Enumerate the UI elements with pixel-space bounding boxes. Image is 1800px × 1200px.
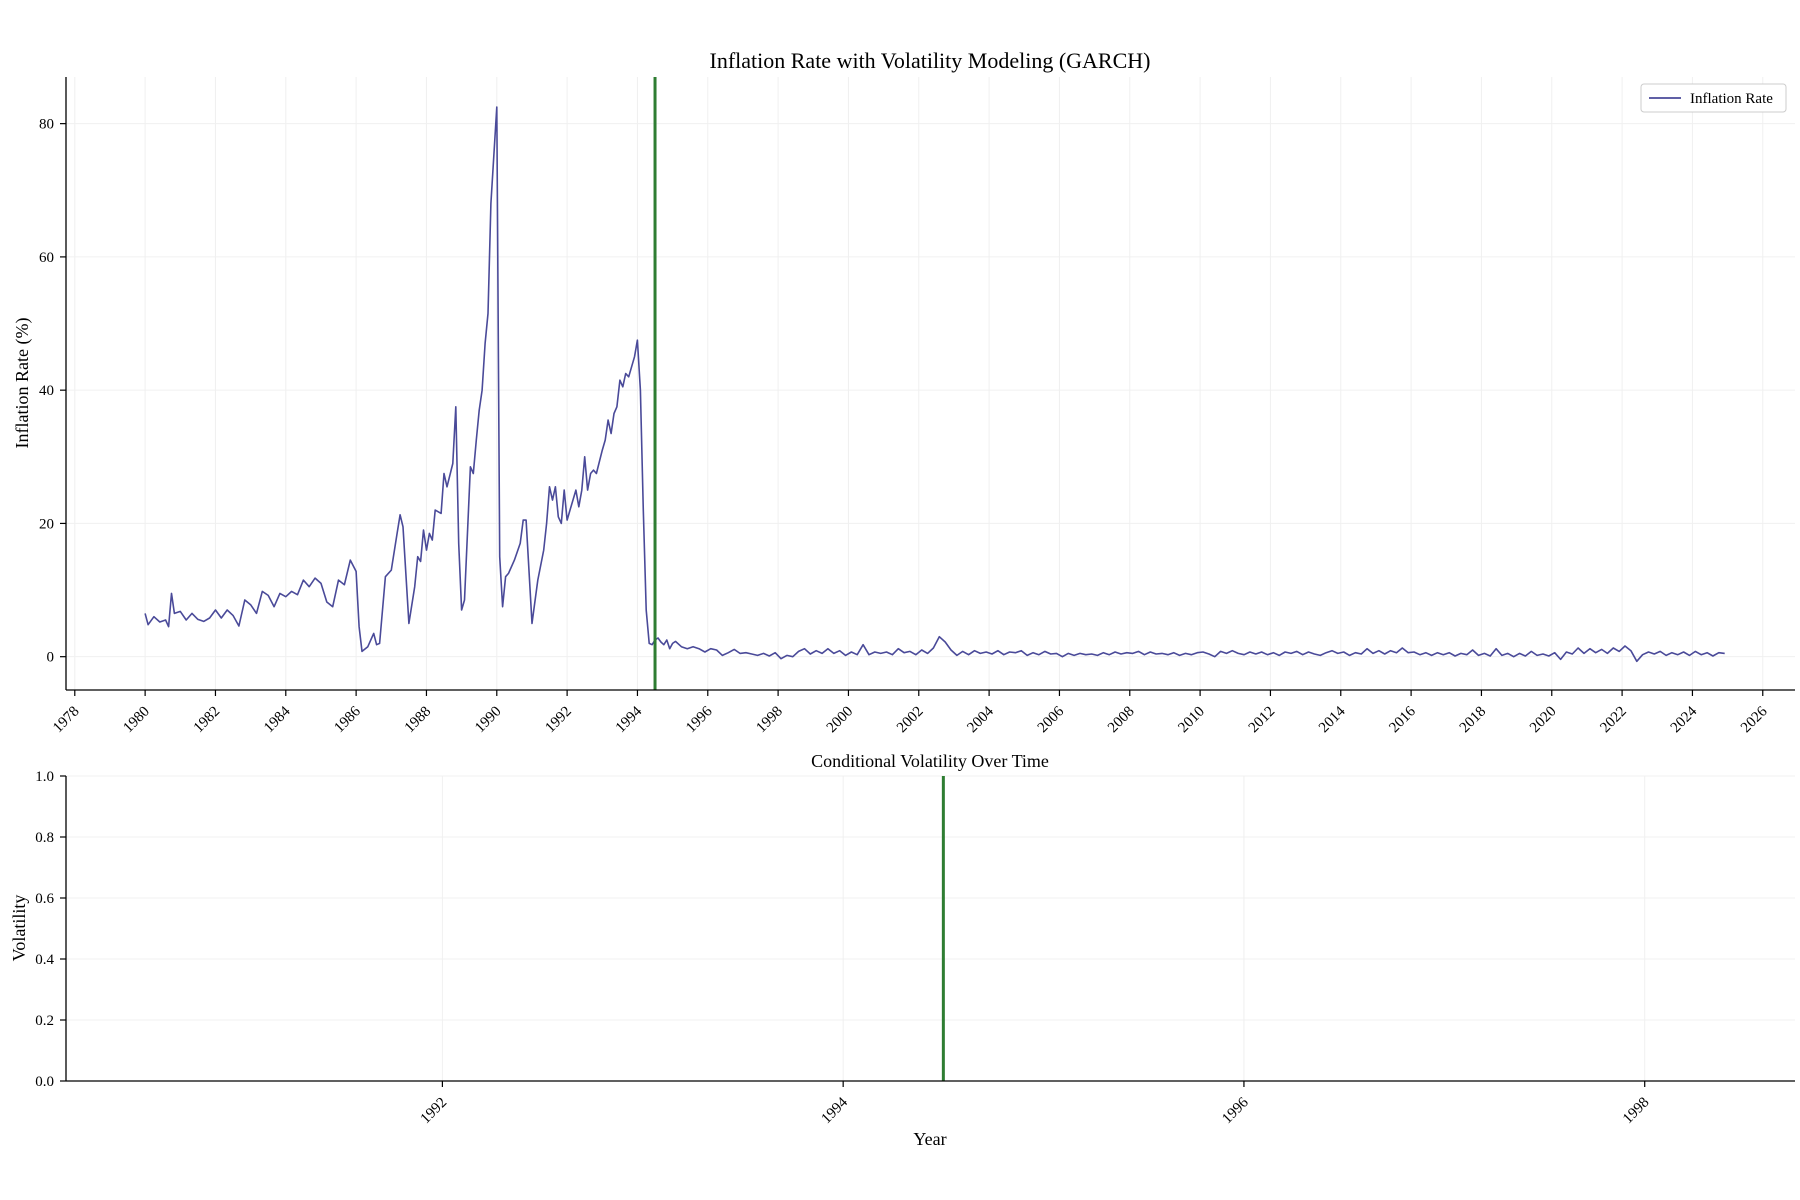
x-tick-label: 2004 xyxy=(964,703,997,736)
x-tick-label: 1992 xyxy=(542,704,575,737)
x-tick-label: 2016 xyxy=(1386,703,1419,736)
y-tick-label: 0 xyxy=(47,650,55,666)
inflation-grid xyxy=(66,77,1795,690)
x-tick-label: 1994 xyxy=(613,703,646,736)
x-tick-label: 1984 xyxy=(261,703,294,736)
volatility-chart: 1992 1994 1996 1998 0.0 0.2 0.4 0.6 0.8 1.0 Cond… xyxy=(9,751,1795,1149)
legend-box xyxy=(1640,83,1787,113)
x-tick-label: 1980 xyxy=(120,704,153,737)
x-tick-label: 2026 xyxy=(1738,703,1771,736)
x-tick-label: 1982 xyxy=(191,704,224,737)
x-tick-label: 2000 xyxy=(824,704,857,737)
x-tick-label: 2022 xyxy=(1597,704,1630,737)
y-tick-label: 20 xyxy=(39,516,54,532)
inflation-y-ticks: 0 20 40 60 80 xyxy=(39,117,66,666)
volatility-x-ticks: 1992 1994 1996 1998 xyxy=(418,1081,1653,1127)
x-tick-label: 1988 xyxy=(402,704,435,737)
x-tick-label: 2006 xyxy=(1035,703,1068,736)
y-tick-label: 60 xyxy=(39,250,54,266)
volatility-grid xyxy=(66,775,1795,1082)
legend-label: Inflation Rate xyxy=(1690,91,1773,107)
y-tick-label: 0.8 xyxy=(35,830,54,846)
x-tick-label: 2012 xyxy=(1246,704,1279,737)
x-tick-label: 1994 xyxy=(818,1094,851,1127)
x-tick-label: 1996 xyxy=(683,703,716,736)
x-tick-label: 1990 xyxy=(472,704,505,737)
x-tick-label: 2020 xyxy=(1527,704,1560,737)
x-tick-label: 1986 xyxy=(331,703,364,736)
inflation-x-ticks: 1978 1980 1982 1984 1986 1988 1990 1992 1994 1996… xyxy=(50,690,1771,736)
volatility-chart-title: Conditional Volatility Over Time xyxy=(811,751,1049,771)
volatility-y-label: Volatility xyxy=(9,895,29,962)
volatility-y-ticks: 0.0 0.2 0.4 0.6 0.8 1.0 xyxy=(35,769,66,1090)
x-tick-label: 1978 xyxy=(50,704,83,737)
y-tick-label: 40 xyxy=(39,383,54,399)
y-tick-label: 1.0 xyxy=(35,769,54,785)
inflation-y-label: Inflation Rate (%) xyxy=(12,318,33,449)
y-tick-label: 0.6 xyxy=(35,891,54,907)
x-tick-label: 1998 xyxy=(753,704,786,737)
x-tick-label: 2010 xyxy=(1175,704,1208,737)
y-tick-label: 0.0 xyxy=(35,1074,54,1090)
inflation-chart-title: Inflation Rate with Volatility Modeling … xyxy=(710,48,1151,73)
x-tick-label: 1996 xyxy=(1219,1094,1252,1127)
inflation-chart: 1978 1980 1982 1984 1986 1988 1990 1992 1994 1996… xyxy=(12,48,1795,736)
x-tick-label: 2002 xyxy=(894,704,927,737)
inflation-legend: Inflation Rate xyxy=(1640,83,1787,113)
inflation-rate-line xyxy=(144,106,1725,663)
x-tick-label: 2018 xyxy=(1457,704,1490,737)
y-tick-label: 0.2 xyxy=(35,1013,54,1029)
y-tick-label: 80 xyxy=(39,117,54,133)
y-tick-label: 0.4 xyxy=(35,952,54,968)
x-tick-label: 2014 xyxy=(1316,703,1349,736)
x-tick-label: 1992 xyxy=(418,1095,451,1128)
x-tick-label: 2008 xyxy=(1105,704,1138,737)
x-tick-label: 1998 xyxy=(1620,1095,1653,1128)
volatility-x-label: Year xyxy=(913,1129,946,1149)
x-tick-label: 2024 xyxy=(1668,703,1701,736)
